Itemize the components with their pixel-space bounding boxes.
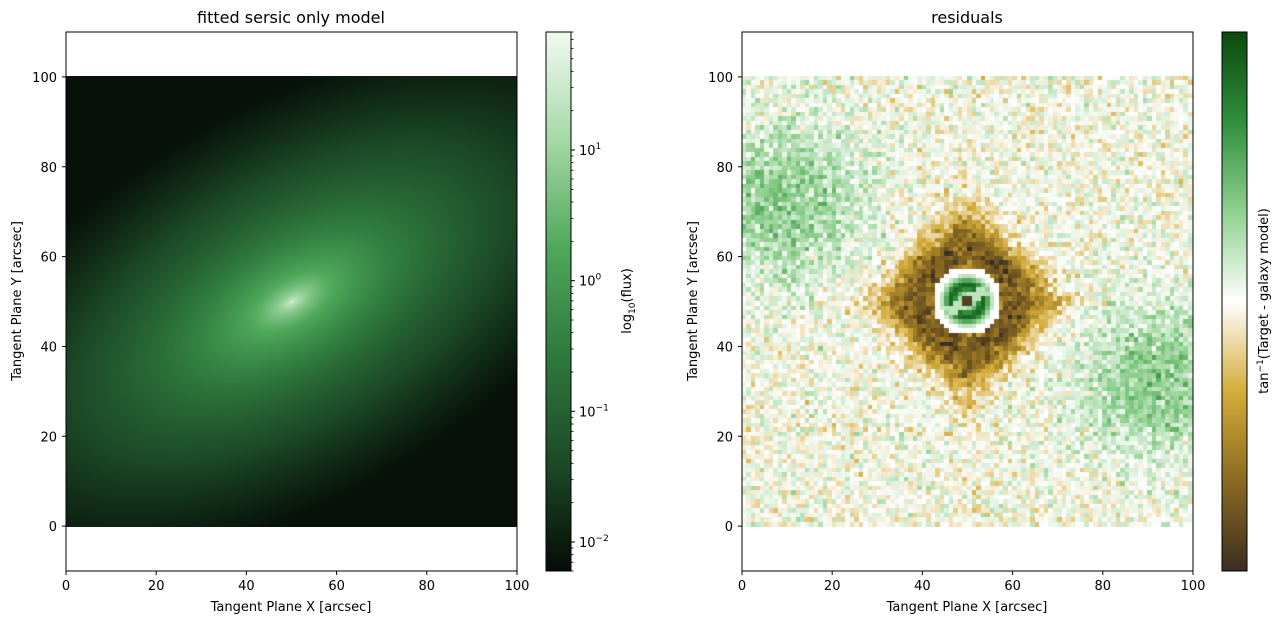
model-colorbar (545, 31, 572, 572)
cb1-tick-label: 10−2 (579, 534, 609, 551)
model-y-tick-label: 40 (40, 340, 57, 355)
model-y-ticks: 0 20 40 60 80 100 (32, 71, 66, 535)
model-x-tick-label: 40 (238, 579, 255, 594)
residuals-y-tick-label: 20 (716, 430, 733, 445)
residuals-y-tick-label: 80 (716, 161, 733, 176)
model-y-label: Tangent Plane Y [arcsec] (10, 221, 25, 382)
cb1-tick-label: 10−1 (579, 403, 609, 420)
model-title: fitted sersic only model (197, 8, 385, 27)
residuals-x-tick-label: 60 (1004, 579, 1021, 594)
cb1-tick-label: 101 (579, 142, 601, 159)
cb1-label-sub: 10 (628, 302, 638, 314)
model-x-tick-label: 60 (328, 579, 345, 594)
residuals-y-tick-label: 60 (716, 251, 733, 266)
model-axes-frame (65, 31, 518, 572)
cb2-label-sup: −1 (1256, 359, 1266, 372)
residuals-y-tick-label: 40 (716, 340, 733, 355)
model-colorbar-ticks: 10−2 10−1 100 101 (571, 31, 609, 572)
residuals-panel: residuals 0 20 40 60 80 100 0 20 40 60 80 100 Tang… (686, 8, 1272, 615)
cb2-label-rest: (Target - galaxy model) (1257, 208, 1272, 359)
model-y-tick-label: 0 (49, 520, 57, 535)
residuals-y-label: Tangent Plane Y [arcsec] (686, 221, 701, 382)
cb1-tick-label: 100 (579, 273, 602, 290)
residuals-axes-frame (741, 31, 1194, 572)
residuals-image (742, 76, 1193, 527)
residuals-y-ticks: 0 20 40 60 80 100 (708, 71, 742, 535)
model-x-tick-label: 0 (62, 579, 70, 594)
cb1-label-main: log (620, 314, 635, 334)
model-colorbar-label: log10(flux) (620, 268, 638, 334)
cb2-label-pre: tan (1257, 373, 1272, 394)
model-x-label: Tangent Plane X [arcsec] (210, 600, 372, 615)
residuals-x-tick-label: 0 (738, 579, 746, 594)
cb1-label-rest: (flux) (620, 268, 635, 302)
residuals-x-tick-label: 100 (1181, 579, 1206, 594)
model-y-tick-label: 20 (40, 430, 57, 445)
model-image-frame (66, 76, 517, 527)
model-x-tick-label: 100 (505, 579, 530, 594)
residuals-y-tick-label: 100 (708, 71, 733, 86)
model-y-tick-label: 60 (40, 251, 57, 266)
model-panel: fitted sersic only model 0 20 40 60 80 100 0 2… (10, 8, 638, 615)
model-x-tick-label: 20 (148, 579, 165, 594)
residuals-x-tick-label: 40 (914, 579, 931, 594)
model-y-tick-label: 80 (40, 161, 57, 176)
residuals-x-tick-label: 20 (824, 579, 841, 594)
residuals-y-tick-label: 0 (725, 520, 733, 535)
model-x-ticks: 0 20 40 60 80 100 (62, 571, 530, 594)
residuals-image-frame (742, 76, 1193, 527)
residuals-x-ticks: 0 20 40 60 80 100 (738, 571, 1206, 594)
residuals-colorbar-label: tan−1(Target - galaxy model) (1256, 208, 1272, 394)
residuals-title: residuals (931, 8, 1003, 27)
model-image (66, 76, 517, 527)
residuals-x-label: Tangent Plane X [arcsec] (886, 600, 1048, 615)
residuals-x-tick-label: 80 (1095, 579, 1112, 594)
model-y-tick-label: 100 (32, 71, 57, 86)
model-x-tick-label: 80 (419, 579, 436, 594)
residuals-colorbar (1221, 31, 1248, 572)
